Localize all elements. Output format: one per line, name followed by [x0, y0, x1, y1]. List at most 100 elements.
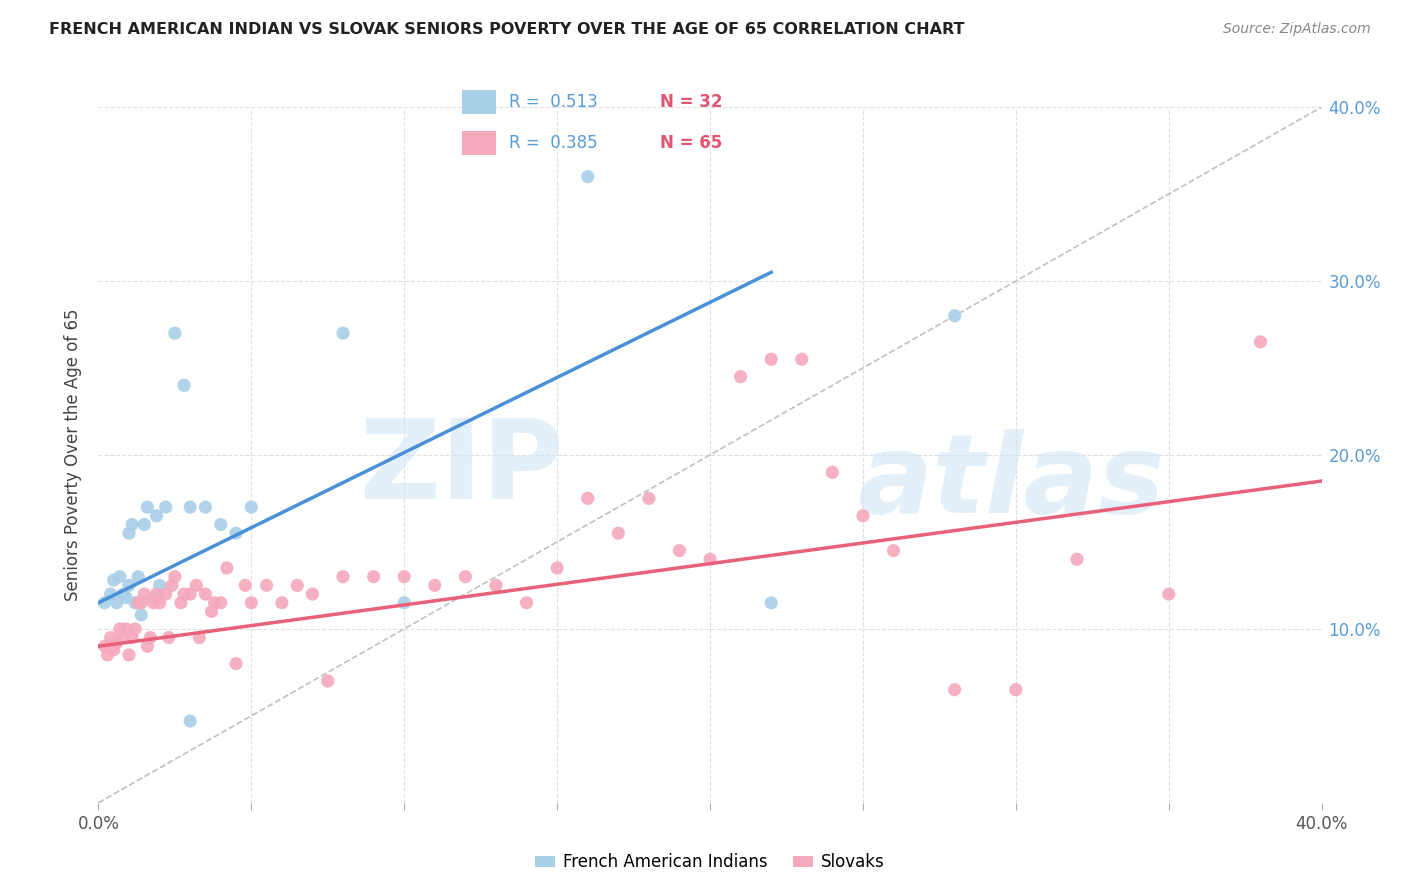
- Text: Source: ZipAtlas.com: Source: ZipAtlas.com: [1223, 22, 1371, 37]
- Point: [155, 587, 177, 601]
- Point: [301, 587, 323, 601]
- Point: [127, 570, 149, 584]
- Point: [699, 552, 721, 566]
- Point: [225, 526, 247, 541]
- Point: [516, 596, 538, 610]
- Point: [115, 622, 138, 636]
- Point: [145, 587, 167, 601]
- Point: [316, 674, 339, 689]
- Point: [209, 517, 232, 532]
- Point: [124, 596, 146, 610]
- Text: N = 65: N = 65: [661, 134, 723, 152]
- FancyBboxPatch shape: [463, 90, 496, 114]
- Point: [111, 631, 134, 645]
- Point: [97, 648, 120, 662]
- Point: [1066, 552, 1088, 566]
- Point: [103, 573, 125, 587]
- Text: R =  0.513: R = 0.513: [509, 94, 598, 112]
- Point: [730, 369, 752, 384]
- Point: [108, 570, 131, 584]
- Point: [759, 596, 782, 610]
- Point: [637, 491, 661, 506]
- Point: [188, 631, 211, 645]
- Point: [121, 517, 143, 532]
- Point: [179, 714, 201, 728]
- Point: [392, 596, 416, 610]
- Point: [145, 508, 167, 523]
- Point: [108, 622, 131, 636]
- Point: [194, 587, 217, 601]
- Point: [852, 508, 875, 523]
- Point: [129, 607, 152, 622]
- Point: [759, 352, 782, 367]
- Point: [233, 578, 256, 592]
- Y-axis label: Seniors Poverty Over the Age of 65: Seniors Poverty Over the Age of 65: [65, 309, 83, 601]
- Point: [105, 596, 128, 610]
- Point: [1004, 682, 1026, 697]
- Point: [127, 596, 149, 610]
- Point: [115, 591, 138, 605]
- Point: [576, 491, 599, 506]
- Point: [179, 587, 201, 601]
- Point: [194, 500, 217, 514]
- Point: [668, 543, 690, 558]
- Point: [142, 591, 165, 605]
- Point: [93, 639, 115, 653]
- Point: [332, 326, 354, 340]
- Point: [163, 326, 186, 340]
- Point: [225, 657, 247, 671]
- Point: [546, 561, 568, 575]
- Point: [93, 596, 115, 610]
- Point: [256, 578, 278, 592]
- Point: [200, 605, 222, 619]
- Point: [454, 570, 477, 584]
- Point: [100, 587, 122, 601]
- Point: [139, 631, 162, 645]
- Point: [485, 578, 508, 592]
- Point: [142, 596, 165, 610]
- Point: [149, 578, 172, 592]
- Point: [943, 309, 966, 323]
- Point: [883, 543, 905, 558]
- Point: [204, 596, 226, 610]
- Text: ZIP: ZIP: [360, 416, 564, 523]
- Point: [209, 596, 232, 610]
- Point: [270, 596, 292, 610]
- Text: N = 32: N = 32: [661, 94, 723, 112]
- Point: [821, 466, 844, 480]
- Point: [1249, 334, 1271, 349]
- Text: atlas: atlas: [856, 429, 1164, 536]
- Point: [240, 596, 263, 610]
- Point: [134, 587, 156, 601]
- Point: [121, 631, 143, 645]
- Point: [103, 642, 125, 657]
- Point: [790, 352, 813, 367]
- Point: [118, 648, 141, 662]
- FancyBboxPatch shape: [463, 131, 496, 155]
- Point: [129, 596, 152, 610]
- Point: [100, 631, 122, 645]
- Point: [576, 169, 599, 184]
- Point: [392, 570, 416, 584]
- Point: [118, 526, 141, 541]
- Point: [105, 636, 128, 650]
- Point: [118, 578, 141, 592]
- Point: [943, 682, 966, 697]
- Point: [285, 578, 308, 592]
- Point: [240, 500, 263, 514]
- Point: [136, 639, 159, 653]
- Point: [149, 596, 172, 610]
- Point: [173, 378, 195, 392]
- Point: [124, 622, 146, 636]
- Point: [363, 570, 385, 584]
- Point: [215, 561, 238, 575]
- Point: [160, 578, 183, 592]
- Point: [157, 631, 180, 645]
- Point: [134, 517, 156, 532]
- Point: [111, 587, 134, 601]
- Point: [163, 570, 186, 584]
- Point: [173, 587, 195, 601]
- Point: [332, 570, 354, 584]
- Text: FRENCH AMERICAN INDIAN VS SLOVAK SENIORS POVERTY OVER THE AGE OF 65 CORRELATION : FRENCH AMERICAN INDIAN VS SLOVAK SENIORS…: [49, 22, 965, 37]
- Point: [179, 500, 201, 514]
